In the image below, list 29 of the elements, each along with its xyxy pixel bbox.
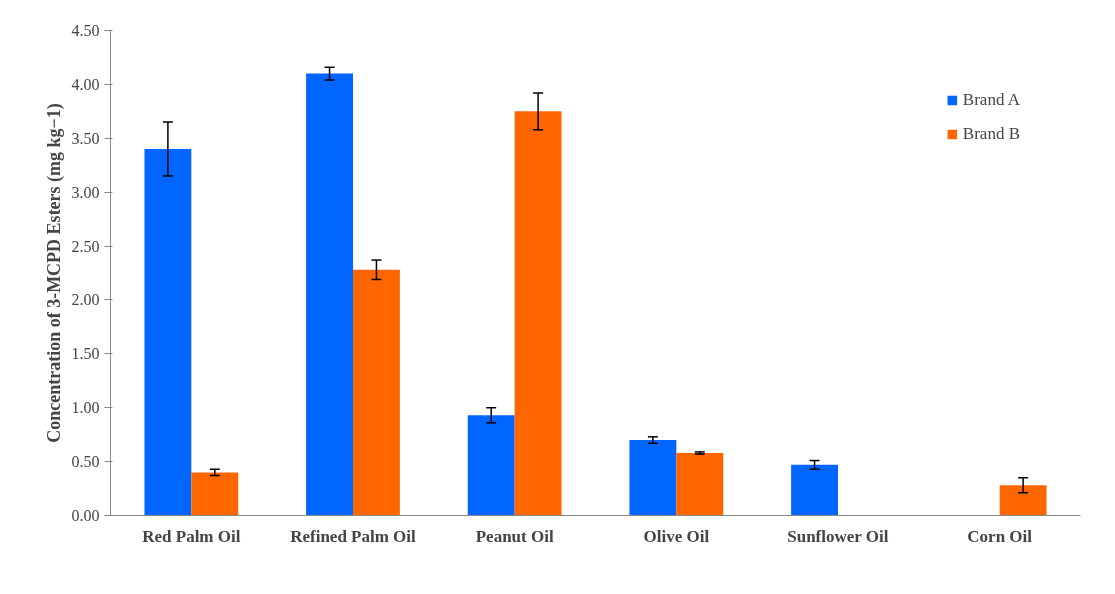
- bar: [514, 111, 562, 516]
- bar: [191, 472, 239, 516]
- bar: [306, 73, 353, 516]
- bar: [999, 485, 1047, 516]
- y-tick-label: 3.50: [71, 129, 100, 147]
- y-tick-label: 2.00: [71, 291, 100, 309]
- legend-label: Brand B: [962, 124, 1020, 144]
- y-tick-label: 0.00: [71, 507, 100, 524]
- bar: [629, 440, 677, 516]
- y-tick-label: 4.50: [71, 22, 100, 39]
- legend-label: Brand A: [962, 90, 1020, 110]
- x-tick-label: Sunflower Oil: [787, 526, 889, 546]
- y-axis-title: Concentration of 3-MCPD Esters (mg kg−1): [43, 103, 65, 443]
- bar: [144, 149, 192, 516]
- y-tick-label: 4.00: [71, 75, 100, 93]
- y-tick-label: 0.50: [71, 453, 100, 471]
- bar: [467, 415, 515, 516]
- x-tick-label: Refined Palm Oil: [290, 526, 417, 546]
- x-tick-label: Peanut Oil: [475, 526, 554, 546]
- bar: [353, 269, 400, 516]
- y-tick-label: 3.00: [71, 183, 100, 201]
- y-tick-label: 2.50: [71, 237, 100, 255]
- x-tick-label: Olive Oil: [643, 526, 710, 546]
- x-tick-label: Corn Oil: [967, 526, 1033, 546]
- x-tick-label: Red Palm Oil: [142, 526, 241, 546]
- y-tick-label: 1.50: [71, 345, 100, 363]
- bar: [676, 452, 724, 516]
- y-tick-label: 1.00: [71, 399, 100, 417]
- bar: [791, 464, 838, 516]
